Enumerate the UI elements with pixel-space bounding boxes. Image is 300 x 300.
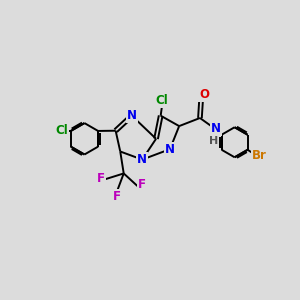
Text: F: F bbox=[138, 178, 146, 191]
Text: F: F bbox=[113, 190, 121, 203]
Text: N: N bbox=[127, 109, 137, 122]
Text: Br: Br bbox=[252, 148, 267, 162]
Text: N: N bbox=[165, 143, 175, 156]
Text: N: N bbox=[137, 153, 147, 166]
Text: H: H bbox=[209, 136, 218, 146]
Text: N: N bbox=[211, 122, 221, 135]
Text: Cl: Cl bbox=[55, 124, 68, 137]
Text: F: F bbox=[97, 172, 105, 184]
Text: Cl: Cl bbox=[155, 94, 168, 107]
Text: O: O bbox=[199, 88, 209, 101]
